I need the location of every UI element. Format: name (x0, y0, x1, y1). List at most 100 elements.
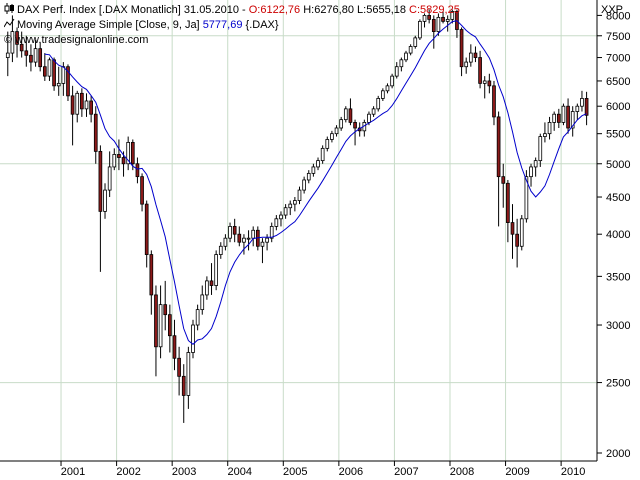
candle-body (408, 46, 413, 54)
y-tick-label: 3500 (606, 271, 630, 283)
legend-open: 6122,76 (260, 4, 301, 16)
candle-body (556, 113, 561, 123)
candle-body (149, 254, 154, 296)
y-tick-label: 6000 (606, 101, 630, 113)
x-tick-label: 2010 (561, 466, 585, 478)
legend-low-label: L: (357, 4, 367, 16)
y-tick-label: 4000 (606, 229, 630, 241)
candle-body (297, 189, 302, 201)
candle-body (561, 105, 566, 123)
candle-body (468, 52, 473, 63)
legend-indicator-symbol: {.DAX} (245, 19, 279, 31)
candle-body (473, 52, 478, 58)
candle-body (580, 98, 584, 107)
candle-body (70, 95, 75, 115)
candle-body (404, 52, 408, 61)
candle-body (130, 142, 135, 165)
candlestick-icon (4, 3, 15, 14)
legend-copyright: © www.tradesignalonline.com (4, 34, 149, 46)
candle-body (200, 294, 205, 311)
candle-body (431, 18, 436, 32)
candle-body (214, 254, 218, 286)
candle-body (293, 200, 297, 205)
legend-indicator-line: Moving Average Simple [Close, 9, Ja] 577… (3, 18, 279, 32)
candle-body (302, 179, 306, 191)
candle-body (61, 66, 66, 84)
candle-body (5, 52, 10, 58)
candle-body (418, 20, 422, 39)
candle-body (209, 280, 214, 286)
x-tick-label: 2004 (227, 466, 251, 478)
candle-body (348, 108, 353, 123)
candle-body (10, 31, 15, 54)
candle-body (339, 119, 344, 129)
candle-body (427, 15, 431, 20)
candle-body (543, 133, 547, 137)
candle-body (501, 176, 506, 184)
candle-body (107, 166, 112, 191)
candle-body (436, 16, 441, 32)
candle-body (515, 233, 519, 247)
y-unit-label: XXP (601, 4, 623, 16)
candle-body (330, 133, 334, 140)
candle-body (181, 375, 186, 396)
candle-body (316, 160, 320, 168)
candle-body (422, 15, 427, 22)
candle-body (510, 222, 515, 235)
candle-body (135, 163, 140, 178)
candle-body (376, 98, 381, 110)
legend-high-label: H: (303, 4, 315, 16)
candle-body (399, 59, 404, 68)
candle-body (482, 80, 487, 84)
candle-body (381, 90, 385, 99)
x-tick-label: 2007 (394, 466, 418, 478)
candle-body (325, 139, 330, 149)
plot-frame (0, 0, 598, 462)
candle-body (496, 116, 501, 178)
candle-body (371, 108, 376, 115)
candle-body (492, 85, 496, 118)
candle-body (529, 166, 533, 178)
candle-body (15, 31, 19, 45)
legend-indicator-value: 5777,69 (202, 19, 243, 31)
candle-body (519, 218, 524, 247)
candle-body (75, 92, 80, 115)
candle-body (283, 207, 288, 216)
candle-body (218, 245, 223, 255)
candle-body (353, 122, 357, 129)
y-tick-label: 5000 (606, 159, 630, 171)
candle-body (140, 176, 144, 205)
legend-high: 6276,80 (314, 4, 354, 16)
candle-body (195, 309, 200, 326)
legend-indicator: Moving Average Simple [Close, 9, Ja] (17, 19, 200, 31)
y-tick-label: 5500 (606, 129, 630, 141)
candle-body (56, 82, 61, 87)
candle-body (450, 11, 455, 20)
candle-body (66, 66, 70, 97)
candle-body (538, 136, 543, 162)
candle-body (29, 54, 33, 63)
y-tick-label: 7000 (606, 53, 630, 65)
candle-body (186, 352, 191, 396)
candle-body (413, 37, 418, 47)
x-axis: 2001 2002 2003 2004 2005 2006 2007 2008 2009 2010 (60, 461, 585, 478)
candle-body (464, 61, 469, 68)
legend-instrument: DAX Perf. Index [.DAX Monatlich] 31.05.2… (17, 4, 239, 16)
candle-body (112, 154, 117, 168)
candle-body (52, 59, 56, 87)
candle-body (42, 66, 47, 77)
candle-body (80, 92, 84, 110)
candle-body (343, 108, 348, 121)
y-tick-label: 8000 (606, 10, 630, 22)
candle-body (306, 172, 311, 181)
candle-body (172, 335, 177, 359)
candle-body (126, 142, 131, 165)
candle-body (394, 66, 399, 77)
legend-close: 5829,25 (420, 4, 460, 16)
candle-body (459, 29, 464, 68)
candle-body (445, 18, 450, 22)
x-tick-label: 2002 (116, 466, 140, 478)
candle-body (334, 127, 339, 135)
candle-body (441, 16, 445, 22)
candle-body (274, 218, 279, 227)
